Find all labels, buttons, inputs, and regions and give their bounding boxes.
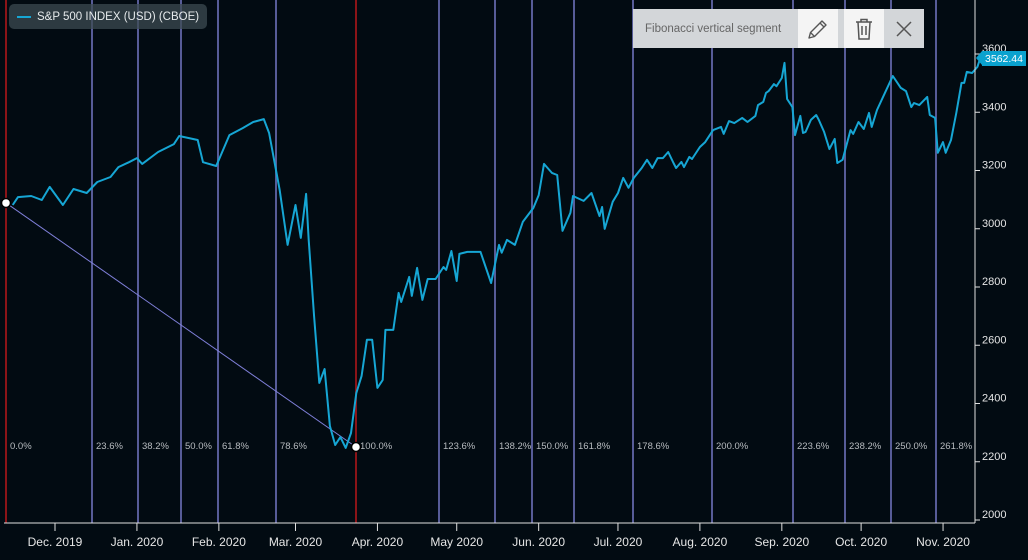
legend-series-label: S&P 500 INDEX (USD) (CBOE) <box>37 10 200 23</box>
x-axis-tick-label: Nov. 2020 <box>916 535 970 549</box>
pencil-icon <box>808 19 827 39</box>
x-axis-tick-label: Apr. 2020 <box>352 535 404 549</box>
price-series-line <box>11 58 981 449</box>
fibonacci-level-label: 178.6% <box>637 441 670 452</box>
fibonacci-level-label: 223.6% <box>797 441 830 452</box>
fibonacci-level-label: 261.8% <box>940 441 973 452</box>
x-axis-tick-label: Sep. 2020 <box>754 535 809 549</box>
fibonacci-level-label: 200.0% <box>716 441 749 452</box>
x-axis-tick-label: Aug. 2020 <box>673 535 728 549</box>
x-axis-tick-label: Jul. 2020 <box>594 535 643 549</box>
y-axis-tick-label: 2800 <box>982 276 1006 288</box>
fibonacci-level-label: 150.0% <box>536 441 569 452</box>
fibonacci-levels: 0.0% 23.6% 38.2% 50.0% 61.8% 78.6% 100.0% 123.6… <box>5 0 973 523</box>
last-price-label: 3562.44 <box>976 51 1026 67</box>
trash-icon <box>856 18 872 40</box>
fibonacci-level-label: 138.2% <box>499 441 532 452</box>
fibonacci-level-label: 238.2% <box>849 441 882 452</box>
legend[interactable]: S&P 500 INDEX (USD) (CBOE) <box>9 4 208 29</box>
y-axis-tick-label: 2000 <box>982 509 1006 521</box>
fibonacci-level-label: 100.0% <box>360 441 393 452</box>
edit-button[interactable] <box>798 9 838 48</box>
y-axis-tick-label: 2400 <box>982 393 1006 405</box>
drawing-toolbar: Fibonacci vertical segment <box>633 9 924 48</box>
fibonacci-level-label: 61.8% <box>222 441 249 452</box>
x-axis-tick-label: Feb. 2020 <box>192 535 246 549</box>
y-axis-tick-label: 3200 <box>982 160 1006 172</box>
y-axis-tick-label: 3400 <box>982 101 1006 113</box>
fibonacci-level-label: 78.6% <box>280 441 307 452</box>
fibonacci-anchor-start-handle[interactable] <box>0 197 12 209</box>
x-axis-tick-label: Mar. 2020 <box>269 535 323 549</box>
fibonacci-level-label: 50.0% <box>185 441 212 452</box>
fibonacci-level-label: 23.6% <box>96 441 123 452</box>
fibonacci-trend-line[interactable] <box>5 202 357 448</box>
x-axis-tick-label: Jan. 2020 <box>111 535 164 549</box>
x-axis-tick-label: May 2020 <box>430 535 483 549</box>
fibonacci-level-label: 0.0% <box>10 441 32 452</box>
x-axis-tick-label: Jun. 2020 <box>512 535 565 549</box>
y-axis-tick-label: 2200 <box>982 451 1006 463</box>
fibonacci-level-label: 250.0% <box>895 441 928 452</box>
y-axis-tick-label: 2600 <box>982 334 1006 346</box>
x-axis-tick-label: Oct. 2020 <box>835 535 887 549</box>
fibonacci-level-label: 38.2% <box>142 441 169 452</box>
series-swatch <box>17 15 31 18</box>
fibonacci-level-label: 161.8% <box>578 441 611 452</box>
fibonacci-anchor-end-handle[interactable] <box>350 441 362 453</box>
x-axis-tick-label: Dec. 2019 <box>28 535 83 549</box>
close-icon <box>896 20 912 37</box>
drawing-tool-title: Fibonacci vertical segment <box>645 22 782 35</box>
fibonacci-level-label: 123.6% <box>443 441 476 452</box>
delete-button[interactable] <box>844 9 884 48</box>
x-axis: Dec. 2019 Jan. 2020 Feb. 2020 Mar. 2020 Apr.… <box>4 522 975 549</box>
close-button[interactable] <box>884 9 924 48</box>
y-axis-tick-label: 3000 <box>982 218 1006 230</box>
